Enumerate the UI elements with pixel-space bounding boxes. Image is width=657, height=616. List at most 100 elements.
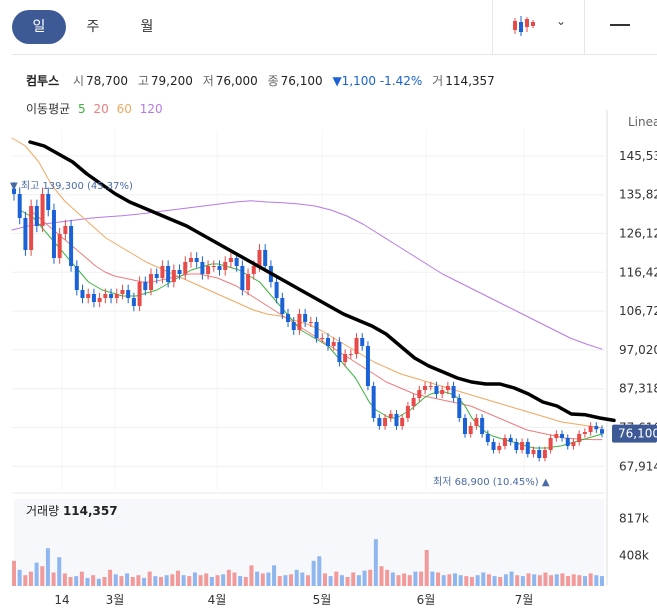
candle [286,314,291,322]
volume-bar [198,575,203,586]
candle [114,294,119,298]
candle [354,338,359,354]
volume-bar [249,565,254,586]
open-label: 시 [72,74,84,88]
volume-bar [170,574,175,586]
candle [400,418,405,426]
candlestick-chart-type-icon[interactable] [512,14,538,38]
volume-bars: 거래량 114,357 817k 408k [12,492,649,586]
volume-bar [475,575,480,586]
volume-bar [441,575,446,586]
candle [223,262,228,270]
candle [405,406,410,418]
candle [491,442,496,450]
candle [217,266,222,270]
volume-bar [79,571,84,586]
candle [337,342,342,362]
volume-bar [164,575,169,586]
volume-bar [486,574,491,586]
candle [171,270,176,282]
candle [297,314,302,330]
tab-day[interactable]: 일 [12,10,66,44]
tab-week[interactable]: 주 [86,19,100,35]
chevron-down-icon[interactable]: ⌄ [556,14,567,28]
candle [228,258,233,262]
price-tick-label: 126,126 [619,226,657,240]
volume-bar [322,573,327,586]
ma120-legend: 120 [139,102,163,116]
candle [320,338,325,339]
candle [468,426,473,434]
volume-bar [62,573,67,586]
volume-bar [356,575,361,586]
candle [263,250,268,266]
candle [251,266,256,274]
candle [17,194,22,218]
volume-bar [142,577,147,586]
candle [206,266,211,274]
scale-mode-label[interactable]: Linea [628,115,657,129]
menu-icon[interactable] [610,24,630,26]
candle [246,274,251,290]
volume-panel-bg [14,499,604,586]
volume-bar [351,572,356,586]
candle [411,398,416,406]
volume-bar [51,572,56,586]
volume-bar [594,575,599,586]
candle [69,226,74,266]
volume-bar [108,569,113,586]
candle [200,262,205,274]
candle [325,338,330,346]
moving-average-legend[interactable]: 이동평균 5 20 60 120 [26,100,167,117]
volume-bar [119,576,124,586]
candle [234,258,239,266]
volume-bar [243,577,248,586]
candle [314,322,319,338]
candle [91,294,96,302]
volume-bar [68,577,73,586]
price-tick-label: 87,318 [619,382,657,396]
volume-bar [175,570,180,586]
header-border [12,54,657,55]
low-value: 76,000 [215,74,258,88]
volume-bar [187,576,192,586]
volume-bar [238,576,243,586]
date-tick-label: 14 [54,593,69,607]
open-value: 78,700 [86,74,128,88]
candle [377,418,382,426]
price-tick-label: 135,828 [619,188,657,202]
volume-bar [453,573,457,586]
volume-bar [385,569,390,586]
candle [154,274,159,278]
candle [331,342,336,346]
volume-bar [192,572,197,586]
candle [194,258,199,262]
candle [211,266,216,267]
volume-bar [458,575,463,586]
candle [514,442,519,450]
volume-bar [311,560,316,586]
change-value: ▼1,100 -1.42% [332,74,423,88]
candle [423,386,428,390]
trend-line [28,140,616,423]
price-tick-label: 106,722 [619,304,657,318]
volume-bar [294,569,299,586]
ma120-line [11,200,603,350]
volume-bar [12,560,16,586]
volume-bar [373,539,378,586]
candle [97,298,102,302]
volume-bar [181,575,186,586]
candle [577,434,582,442]
candle [434,386,439,394]
candle [137,282,142,306]
volume-bar [34,562,39,586]
volume-tick-label: 408k [619,548,649,562]
volume-bar [277,576,282,586]
volume-bar [328,576,333,586]
volume-bar [532,574,537,586]
candle [63,226,68,234]
tab-month[interactable]: 월 [140,19,154,35]
candle [303,314,308,322]
candle [160,266,165,278]
